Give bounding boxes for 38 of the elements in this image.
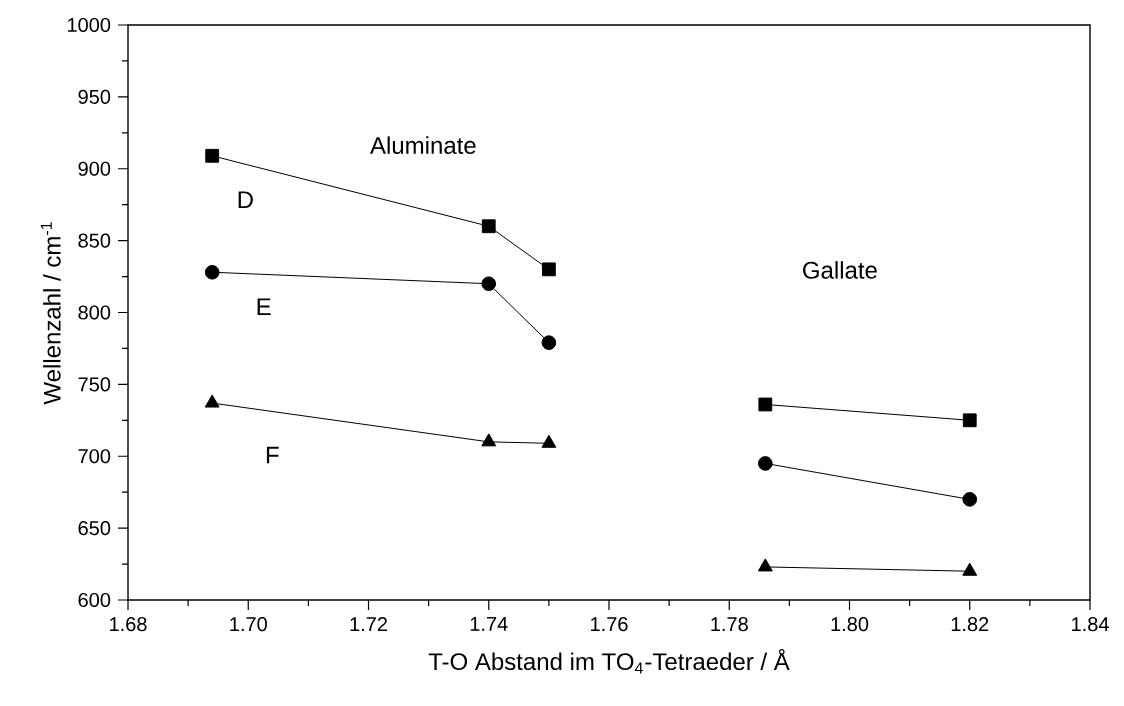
x-tick-label: 1.70	[230, 617, 267, 632]
y-tick-label: 650	[78, 521, 111, 536]
y-tick-label: 850	[78, 233, 111, 248]
annotation: F	[266, 446, 279, 464]
point	[541, 262, 556, 277]
y-tick-label: 600	[78, 592, 111, 608]
y-tick-label: 750	[78, 377, 111, 392]
point	[758, 397, 773, 412]
point	[962, 492, 978, 507]
point	[962, 413, 977, 428]
annotation: Gallate	[803, 261, 877, 279]
point	[204, 264, 220, 280]
x-tick-label: 1.82	[951, 617, 989, 632]
y-tick-label: 950	[78, 89, 111, 104]
y-tick-label: 700	[78, 449, 111, 464]
annotation: E	[257, 298, 271, 315]
x-tick-label: 1.74	[470, 617, 508, 631]
point	[481, 219, 496, 234]
x-tick-label: 1.78	[711, 617, 748, 632]
point	[541, 335, 557, 350]
point	[205, 148, 220, 163]
y-tick-label: 1000	[67, 17, 111, 33]
y-tick-label: 800	[78, 305, 111, 320]
annotation: D	[238, 191, 253, 209]
point	[541, 434, 557, 448]
point	[481, 433, 497, 447]
point	[758, 456, 773, 471]
x-tick-label: 1.68	[110, 617, 147, 632]
point	[481, 276, 497, 292]
x-axis-title: T-O Abstand im TO$_{4}$-Tetraeder / Å	[428, 648, 790, 674]
x-tick-label: 1.84	[1072, 617, 1109, 632]
x-tick-label: 1.80	[831, 617, 869, 632]
y-axis-title: Wellenzahl / cm$^{-1}$	[40, 222, 61, 405]
y-tick-label: 900	[78, 161, 111, 176]
x-tick-label: 1.72	[350, 617, 387, 632]
point	[204, 394, 220, 408]
annotation: Aluminate	[370, 136, 476, 154]
x-tick-label: 1.76	[591, 617, 628, 632]
